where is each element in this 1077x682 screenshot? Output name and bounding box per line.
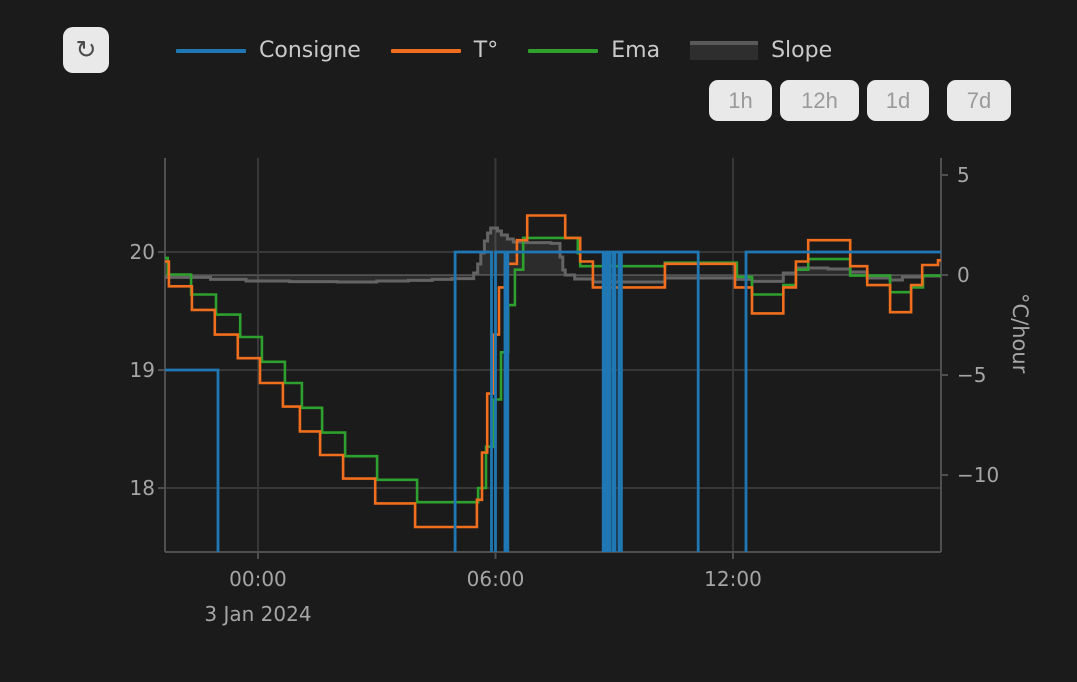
slope-area-fill — [165, 228, 941, 282]
chart-legend: Consigne T° Ema Slope — [176, 38, 832, 63]
legend-label: Ema — [611, 38, 661, 63]
y-left-tick-label: 18 — [129, 476, 155, 501]
range-button-1h[interactable]: 1h — [709, 80, 772, 121]
legend-item-temperature[interactable]: T° — [390, 38, 499, 63]
y-right-tick-label: −10 — [957, 463, 1000, 487]
consigne-line-swatch-icon — [176, 48, 246, 53]
legend-item-ema[interactable]: Ema — [528, 38, 660, 63]
legend-label: Slope — [771, 38, 833, 63]
ema-line-swatch-icon — [528, 48, 599, 53]
y-left-tick-label: 19 — [129, 358, 155, 383]
legend-item-slope[interactable]: Slope — [690, 38, 832, 63]
x-tick-label: 00:00 — [229, 567, 287, 591]
x-tick-label: 12:00 — [704, 567, 762, 591]
y-right-tick-label: −5 — [957, 363, 987, 387]
y-right-tick-label: 0 — [957, 263, 970, 287]
legend-label: Consigne — [259, 38, 361, 63]
series-slope — [165, 226, 941, 284]
x-tick-label: 06:00 — [466, 567, 525, 591]
refresh-button[interactable]: ↻ — [63, 27, 109, 73]
temperature-line-swatch-icon — [390, 48, 461, 53]
y-left-tick-label: 20 — [129, 240, 155, 265]
range-button-1d[interactable]: 1d — [867, 80, 929, 121]
series-consigne — [165, 250, 941, 552]
right-axis-title: °C/hour — [1008, 293, 1032, 374]
legend-item-consigne[interactable]: Consigne — [176, 38, 361, 63]
slope-area-swatch-icon — [690, 41, 759, 60]
y-right-tick-label: 5 — [957, 163, 970, 187]
range-button-12h[interactable]: 12h — [780, 80, 859, 121]
legend-label: T° — [473, 38, 499, 63]
range-button-7d[interactable]: 7d — [947, 80, 1011, 121]
x-axis-date-label: 3 Jan 2024 — [204, 602, 312, 626]
